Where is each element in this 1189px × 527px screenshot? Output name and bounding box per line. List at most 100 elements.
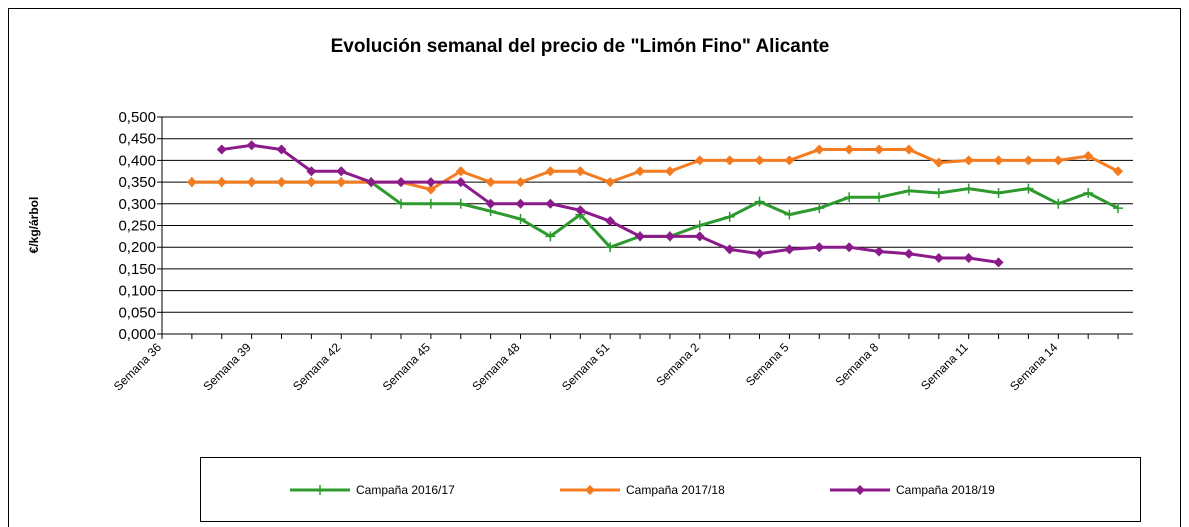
marker	[1023, 155, 1034, 166]
marker	[963, 253, 974, 264]
marker	[545, 166, 556, 177]
marker	[515, 177, 526, 188]
y-tick-label: 0,350	[118, 174, 156, 191]
marker	[963, 183, 974, 194]
marker	[315, 485, 325, 495]
y-tick-label: 0,000	[118, 326, 156, 343]
marker	[784, 244, 795, 255]
marker	[724, 244, 735, 255]
marker	[366, 177, 377, 188]
marker	[724, 155, 735, 166]
marker	[276, 177, 287, 188]
marker	[485, 177, 496, 188]
marker	[515, 198, 526, 209]
y-tick-label: 0,300	[118, 196, 156, 213]
legend-label: Campaña 2016/17	[356, 483, 455, 497]
y-tick-label: 0,250	[118, 218, 156, 235]
y-tick-label: 0,150	[118, 261, 156, 278]
marker	[1053, 198, 1064, 209]
marker	[814, 242, 825, 253]
marker	[545, 198, 556, 209]
y-tick-label: 0,500	[118, 109, 156, 126]
marker	[784, 209, 795, 220]
marker	[724, 211, 735, 222]
marker	[993, 187, 1004, 198]
marker	[246, 177, 257, 188]
marker	[246, 140, 257, 151]
chart-border	[8, 8, 1181, 527]
marker	[1113, 166, 1124, 177]
marker	[754, 248, 765, 259]
marker	[635, 166, 646, 177]
marker	[933, 157, 944, 168]
marker	[903, 248, 914, 259]
marker	[874, 144, 885, 155]
marker	[216, 144, 227, 155]
marker	[903, 144, 914, 155]
marker	[455, 198, 466, 209]
marker	[814, 144, 825, 155]
y-tick-label: 0,100	[118, 283, 156, 300]
marker	[276, 144, 287, 155]
marker	[455, 166, 466, 177]
marker	[635, 231, 646, 242]
y-tick-label: 0,450	[118, 131, 156, 148]
marker	[993, 257, 1004, 268]
marker	[694, 231, 705, 242]
marker	[396, 177, 407, 188]
marker	[903, 185, 914, 196]
marker	[585, 485, 595, 495]
marker	[754, 155, 765, 166]
chart-title: Evolución semanal del precio de "Limón F…	[331, 36, 830, 57]
marker	[963, 155, 974, 166]
marker	[664, 166, 675, 177]
marker	[216, 177, 227, 188]
marker	[694, 220, 705, 231]
marker	[784, 155, 795, 166]
legend-box	[200, 457, 1141, 522]
marker	[306, 166, 317, 177]
marker	[874, 246, 885, 257]
marker	[306, 177, 317, 188]
marker	[515, 213, 526, 224]
marker	[844, 192, 855, 203]
marker	[933, 187, 944, 198]
marker	[694, 155, 705, 166]
marker	[455, 177, 466, 188]
y-tick-label: 0,050	[118, 304, 156, 321]
marker	[664, 231, 675, 242]
marker	[186, 177, 197, 188]
marker	[425, 198, 436, 209]
y-tick-label: 0,400	[118, 152, 156, 169]
marker	[814, 203, 825, 214]
marker	[575, 205, 586, 216]
marker	[1023, 183, 1034, 194]
y-axis-label: €/kg/árbol	[27, 197, 41, 254]
marker	[993, 155, 1004, 166]
marker	[336, 177, 347, 188]
marker	[1053, 155, 1064, 166]
marker	[874, 192, 885, 203]
legend-label: Campaña 2017/18	[626, 483, 725, 497]
y-tick-label: 0,200	[118, 239, 156, 256]
marker	[336, 166, 347, 177]
marker	[605, 216, 616, 227]
marker	[485, 198, 496, 209]
marker	[855, 485, 865, 495]
marker	[545, 231, 556, 242]
marker	[933, 253, 944, 264]
marker	[425, 177, 436, 188]
marker	[844, 144, 855, 155]
legend-label: Campaña 2018/19	[896, 483, 995, 497]
marker	[1083, 151, 1094, 162]
marker	[754, 196, 765, 207]
marker	[605, 242, 616, 253]
marker	[575, 166, 586, 177]
marker	[1113, 203, 1124, 214]
marker	[1083, 187, 1094, 198]
marker	[844, 242, 855, 253]
marker	[605, 177, 616, 188]
marker	[396, 198, 407, 209]
